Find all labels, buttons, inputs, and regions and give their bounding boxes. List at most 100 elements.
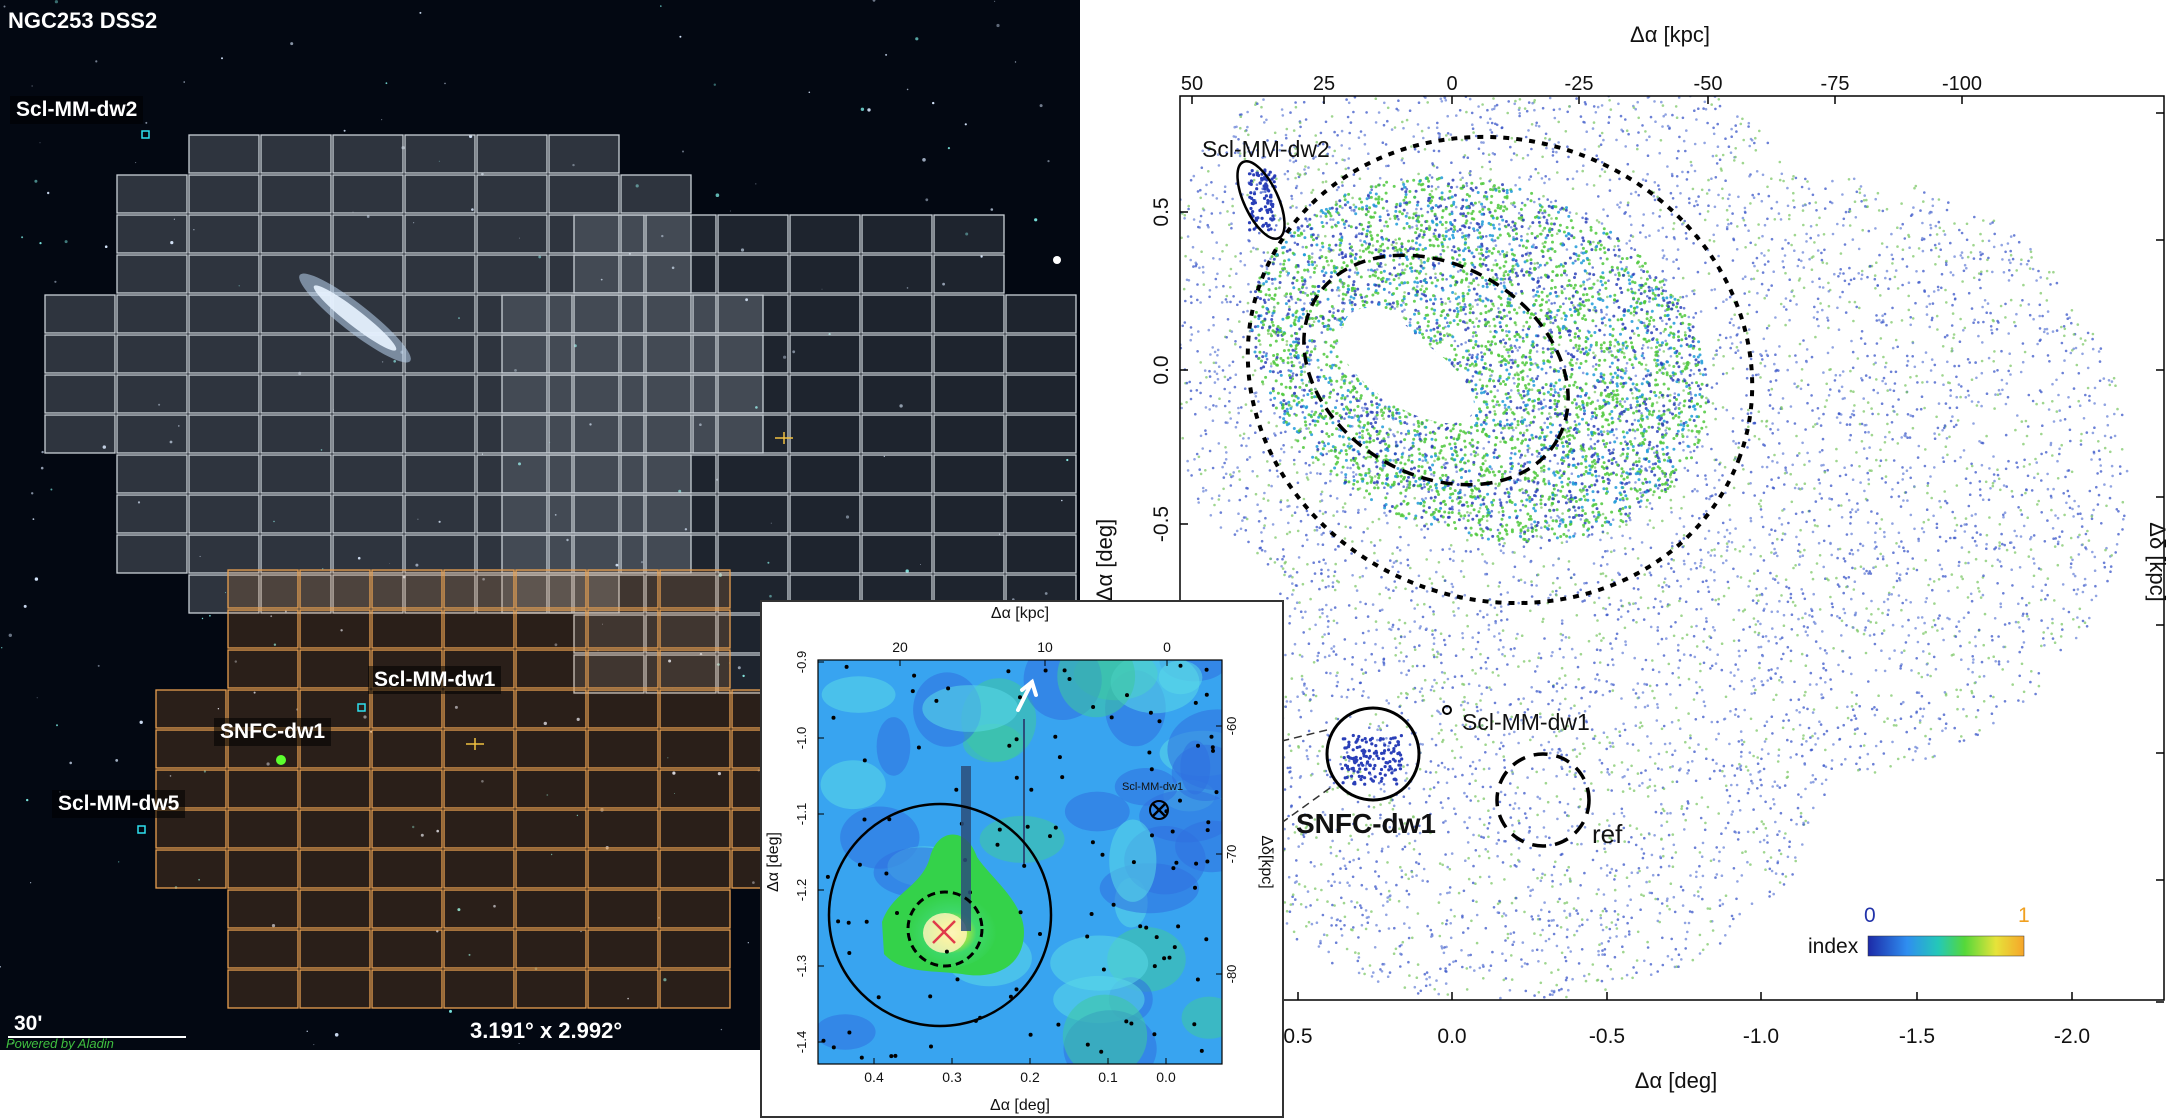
star-point [1905, 364, 1909, 367]
star-point [1769, 807, 1772, 810]
star-point [1708, 907, 1712, 910]
star-point [1642, 618, 1646, 621]
star-point [1678, 659, 1682, 662]
star-point [1349, 121, 1353, 124]
star-point [1637, 607, 1640, 611]
star-point [1889, 370, 1893, 374]
star-point [1695, 691, 1699, 695]
star-point [1509, 865, 1512, 868]
star-point [1517, 819, 1520, 823]
star-point [1692, 372, 1696, 376]
star-point [1505, 251, 1509, 254]
star [32, 518, 35, 520]
star-point [1769, 677, 1773, 680]
star-point [1557, 343, 1561, 347]
star-point [1913, 527, 1916, 531]
star-point [1958, 740, 1961, 743]
star-point [1626, 610, 1630, 613]
star-point [1248, 239, 1251, 243]
star-point [1298, 795, 1302, 799]
star-point [1350, 777, 1353, 780]
star-point [1786, 420, 1789, 423]
star-point [1437, 262, 1441, 265]
star-point [2074, 346, 2078, 350]
star-point [1752, 684, 1755, 688]
star-point [1499, 790, 1503, 794]
star-point [1817, 324, 1820, 328]
star-point [1798, 723, 1802, 727]
star-point [1316, 754, 1319, 758]
star-point [2125, 469, 2129, 473]
star-point [1470, 919, 1473, 923]
star-point [1465, 110, 1468, 114]
star [922, 158, 926, 162]
star-point [1552, 932, 1556, 936]
star-point [2021, 630, 2025, 633]
star-point [1398, 548, 1402, 552]
star-point [1631, 743, 1635, 746]
star-point [1740, 680, 1743, 683]
star-point [1349, 715, 1352, 719]
star [352, 211, 354, 213]
star [1014, 61, 1017, 63]
star-point [1636, 871, 1639, 875]
star-point [1423, 972, 1427, 976]
star-point [1571, 177, 1575, 181]
star-point [1539, 690, 1542, 694]
star-point [1375, 887, 1378, 890]
star-point [1624, 145, 1627, 148]
star-point [1620, 697, 1623, 700]
star-point [1783, 472, 1787, 475]
star-point [1767, 288, 1770, 292]
star-point [1283, 788, 1287, 791]
star-point [1734, 663, 1737, 666]
ccd-chip [861, 294, 933, 334]
star-point [1435, 979, 1438, 982]
star-point [2059, 635, 2063, 638]
star-point [1959, 456, 1962, 459]
star-point [1695, 608, 1698, 611]
star-point [1923, 191, 1926, 194]
star-point [1724, 826, 1728, 830]
star [845, 515, 850, 519]
star-point [1735, 897, 1738, 901]
star-point [1531, 101, 1534, 105]
star-point [1510, 853, 1513, 856]
star [755, 406, 758, 409]
star-point [1706, 805, 1710, 809]
star-point [1728, 742, 1731, 746]
star-point [1400, 159, 1404, 162]
star-point [1430, 189, 1434, 193]
star-point [1528, 267, 1532, 271]
star-point [1892, 459, 1896, 462]
star-point [1928, 302, 1932, 306]
star [663, 978, 667, 982]
star-point [1649, 963, 1653, 966]
star-point [1431, 648, 1435, 651]
star-point [1480, 141, 1483, 144]
star-point [1367, 268, 1370, 272]
star-point [1472, 131, 1475, 134]
star-point [1383, 790, 1386, 793]
star-point [1888, 388, 1892, 392]
star-point [1848, 266, 1851, 270]
star-point [1618, 734, 1622, 737]
star-point [1717, 542, 1720, 545]
star-point [1659, 208, 1662, 212]
star-point [1780, 407, 1784, 411]
star-point [1333, 130, 1336, 134]
star-point [2088, 489, 2092, 493]
star-point [1423, 148, 1427, 151]
star-point [2070, 321, 2073, 325]
star-point [1381, 904, 1385, 907]
star [493, 904, 496, 908]
star-point [1613, 910, 1617, 913]
star [658, 917, 660, 919]
star-point [2040, 432, 2043, 436]
star-point [1882, 629, 1886, 632]
ccd-chip [573, 454, 645, 494]
star-point [1462, 155, 1466, 159]
ccd-chip [227, 649, 299, 689]
star-point [1237, 406, 1240, 410]
star [457, 908, 461, 912]
